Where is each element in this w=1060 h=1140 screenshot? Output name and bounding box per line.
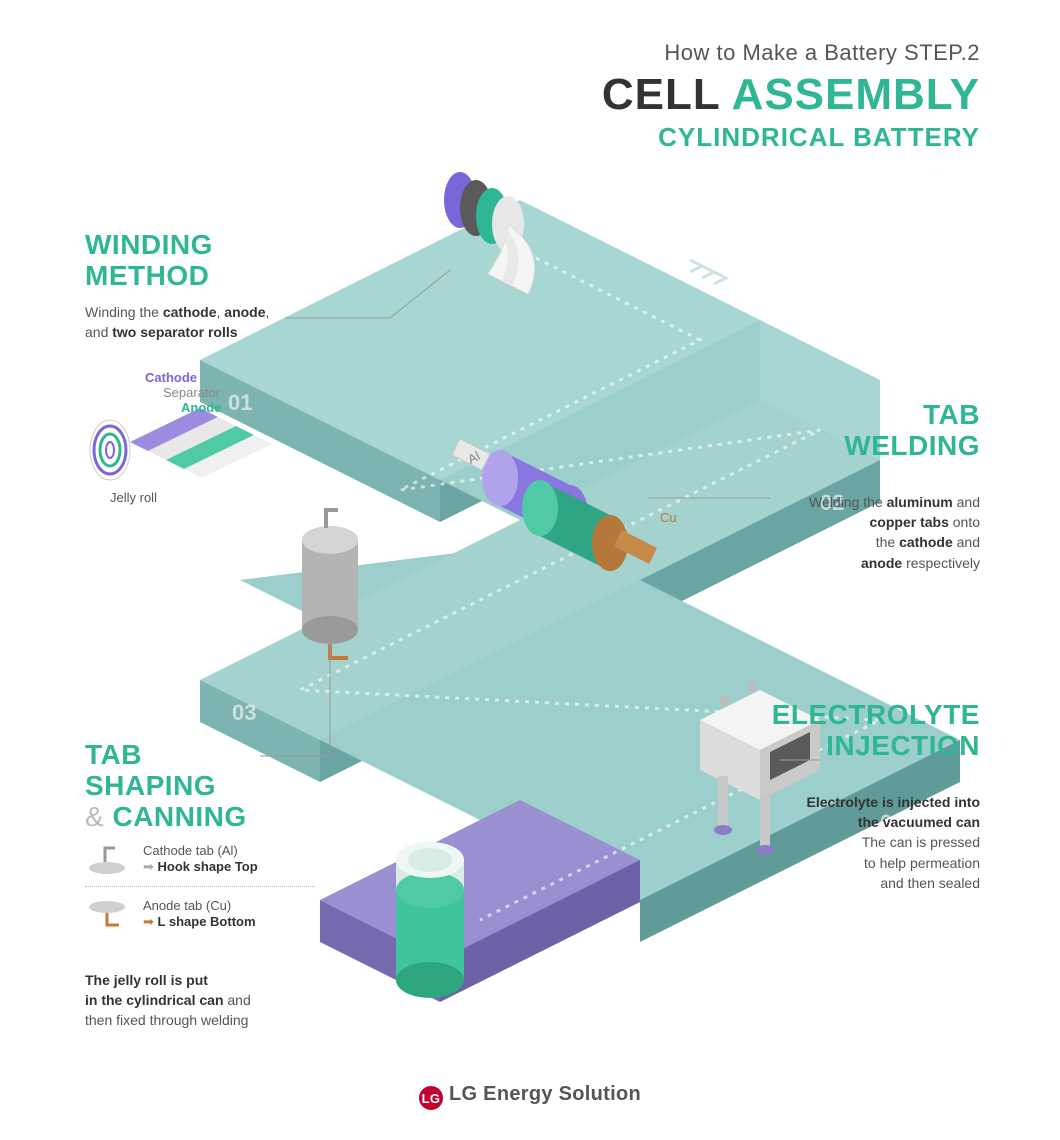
step1-desc: Winding the cathode, anode, and two sepa… [85,302,269,343]
step2-desc: Welding the aluminum and copper tabs ont… [809,472,980,573]
step4-desc: Electrolyte is injected into the vacuume… [772,772,980,894]
lg-badge-icon: LG [419,1086,443,1110]
step2-title: TAB WELDING [809,400,980,462]
step-num-03: 03 [232,700,256,726]
legend-separator: Separator [163,385,221,400]
legend-cathode: Cathode [145,370,221,385]
legend-jelly: Jelly roll [110,490,157,505]
step1-title: WINDING METHOD [85,230,269,292]
arrow-icon: ➡ [143,859,154,874]
step3-title: TAB SHAPING & CANNING [85,740,315,832]
step3-block: TAB SHAPING & CANNING Cathode tab (Al) ➡… [85,740,315,1031]
anode-tab-row: Anode tab (Cu) ➡ L shape Bottom [85,897,315,931]
step3-note: The jelly roll is put in the cylindrical… [85,949,315,1030]
step4-block: ELECTROLYTE INJECTION Electrolyte is inj… [772,700,980,893]
step1-block: WINDING METHOD Winding the cathode, anod… [85,230,269,342]
anode-tab-icon [85,897,129,931]
step-num-01: 01 [228,390,252,416]
cathode-tab-icon [85,842,129,876]
step4-title: ELECTROLYTE INJECTION [772,700,980,762]
cu-label: Cu [660,510,677,525]
arrow-icon: ➡ [143,914,154,929]
cathode-tab-row: Cathode tab (Al) ➡ Hook shape Top [85,842,315,876]
footer-logo: LGLG Energy Solution [0,1083,1060,1111]
jelly-legend: Cathode Separator Anode [145,370,221,415]
legend-anode: Anode [181,400,221,415]
divider [85,886,315,887]
step2-block: TAB WELDING Welding the aluminum and cop… [809,400,980,573]
